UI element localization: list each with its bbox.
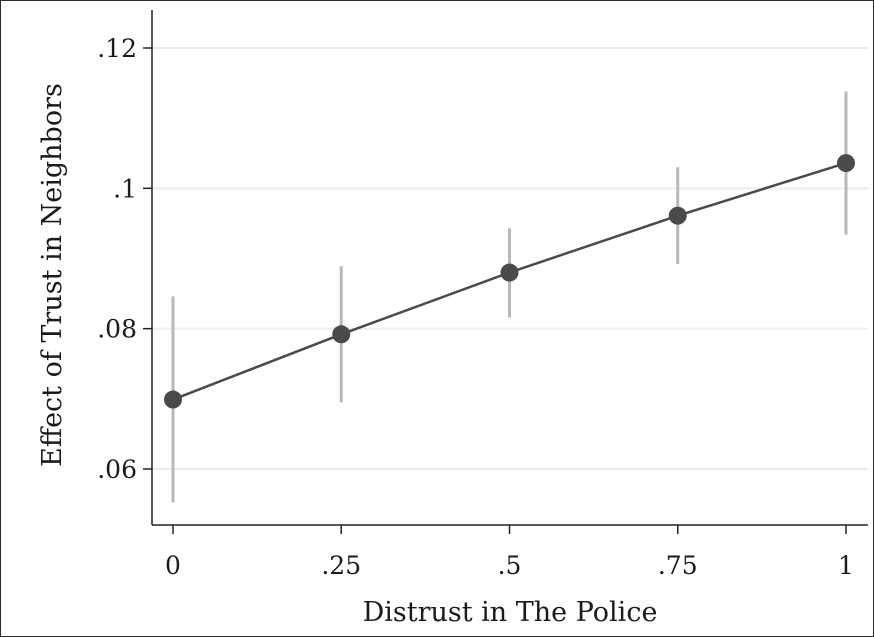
data-point-1 [332,325,351,344]
x-tick-label-0: 0 [165,551,181,580]
y-tick-label-3: .12 [97,34,137,63]
x-axis-title: Distrust in The Police [363,597,658,628]
axes [143,10,868,534]
confidence-intervals [171,91,848,503]
data-point-3 [668,206,687,225]
y-tick-label-0: .06 [97,455,137,484]
x-tick-label-2: .5 [498,551,522,580]
data-points [164,154,855,409]
grid-lines [152,47,868,470]
data-point-0 [164,390,182,409]
x-tick-label-4: 1 [838,551,854,580]
y-axis-title: Effect of Trust in Neighbors [37,83,68,467]
y-tick-label-1: .08 [97,315,137,344]
data-point-2 [500,263,519,282]
x-tick-label-3: .75 [658,551,698,580]
y-tick-label-2: .1 [113,174,137,203]
x-tick-label-1: .25 [321,551,361,580]
tick-labels: .06 .08 .1 .12 0 .25 .5 .75 1 [97,34,854,580]
data-point-4 [837,154,855,173]
